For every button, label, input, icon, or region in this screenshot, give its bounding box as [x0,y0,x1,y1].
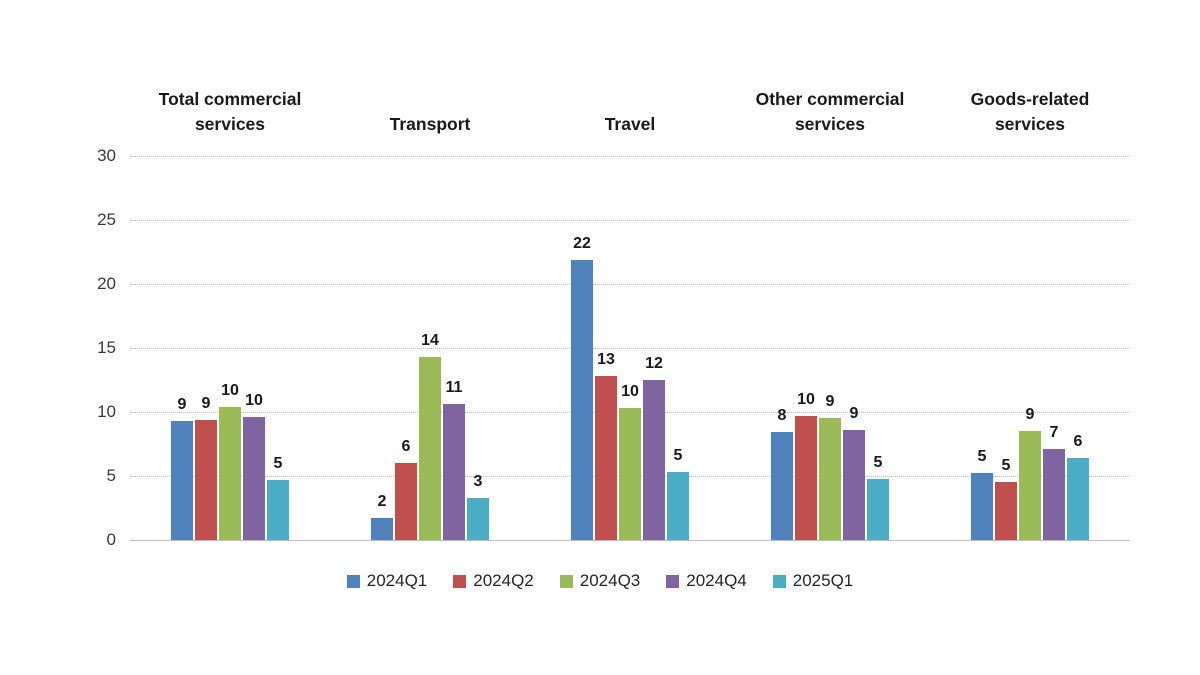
bar-2024Q4-cat3: 9 [843,405,865,540]
bar-2024Q2-cat3: 10 [795,391,817,540]
bar-2024Q1-cat2: 22 [571,235,593,540]
y-tick-label-30: 30 [97,146,116,165]
category-title-text: Transport [389,113,471,134]
bar-value-label: 6 [1073,433,1083,451]
bar-value-label: 9 [849,404,859,422]
bar-2024Q3-cat3: 9 [819,393,841,540]
bar-value-label: 2 [377,493,387,511]
category-titles: Total commercial services Transport Travel… [130,72,1130,136]
bar-value-label: 5 [873,453,883,471]
gridline-20 [130,284,1130,285]
bar-value-label: 8 [777,407,787,425]
bar-value-label: 9 [177,395,187,413]
legend-label: 2024Q4 [686,571,747,590]
bar-2024Q3-cat0: 10 [219,382,241,540]
gridline-25 [130,220,1130,221]
category-title-1: Transport [330,72,530,136]
y-tick-label-15: 15 [97,338,116,357]
bar-2025Q1-cat4: 6 [1067,433,1089,540]
category-title-text: Other commercial services [755,89,905,134]
bar-2024Q4-cat1: 11 [443,379,465,540]
bar-value-label: 3 [473,472,483,490]
legend-item-2024Q1: 2024Q1 [346,571,428,591]
bar-2024Q1-cat1: 2 [371,493,393,540]
bar-2024Q3-cat2: 10 [619,383,641,540]
bar-2024Q4-cat2: 12 [643,355,665,540]
bar-2024Q3-cat4: 9 [1019,406,1041,540]
y-tick-label-25: 25 [97,210,116,229]
bar-2024Q1-cat3: 8 [771,407,793,540]
y-tick-label-10: 10 [97,402,116,421]
legend: 2024Q1 2024Q2 2024Q3 2024Q4 2025Q1 [0,571,1200,591]
bar-2025Q1-cat3: 5 [867,454,889,540]
category-title-text: Travel [604,113,656,134]
legend-label: 2024Q2 [473,571,534,590]
bar-2024Q3-cat1: 14 [419,332,441,540]
bar-value-label: 5 [1001,457,1011,475]
bar-group-2: 22 13 10 12 5 [530,156,730,540]
category-title-2: Travel [530,72,730,136]
bar-value-label: 12 [645,355,663,372]
bar-2024Q4-cat4: 7 [1043,424,1065,540]
legend-swatch-icon [453,574,467,588]
category-title-text: Goods-related services [970,89,1090,134]
bar-2024Q1-cat4: 5 [971,448,993,540]
y-tick-label-20: 20 [97,274,116,293]
legend-label: 2024Q1 [366,571,428,590]
bar-value-label: 10 [797,390,815,408]
gridline-30 [130,156,1130,157]
bar-value-label: 9 [201,394,211,412]
legend-swatch-icon [559,574,573,588]
bar-2024Q1-cat0: 9 [171,396,193,540]
legend-swatch-icon [666,574,680,588]
bar-2024Q2-cat2: 13 [595,351,617,540]
y-tick-label-0: 0 [106,530,116,549]
bar-group-0: 9 9 10 10 5 [130,156,330,540]
legend-item-2024Q3: 2024Q3 [559,571,641,591]
bar-group-1: 2 6 14 11 3 [330,156,530,540]
bar-value-label: 9 [1025,406,1035,424]
legend-label: 2024Q3 [579,571,641,590]
bar-2025Q1-cat1: 3 [467,473,489,540]
bar-value-label: 5 [977,448,987,466]
legend-item-2025Q1: 2025Q1 [772,571,854,591]
bar-value-label: 13 [597,351,615,369]
gridline-0 [130,540,1130,541]
bar-value-label: 14 [421,331,439,349]
legend-item-2024Q2: 2024Q2 [453,571,534,591]
bar-2024Q2-cat0: 9 [195,395,217,540]
legend-swatch-icon [772,574,786,588]
bar-group-3: 8 10 9 9 5 [730,156,930,540]
y-tick-label-5: 5 [106,466,116,485]
plot-area: 0 5 10 15 20 25 30 9 9 10 10 5 2 6 14 11 3 22 13 10 12 5 8 10 9 9… [97,146,1130,549]
bar-value-label: 10 [221,381,239,399]
bar-value-label: 5 [273,454,283,472]
legend-swatch-icon [346,574,360,588]
bar-2024Q2-cat1: 6 [395,438,417,540]
bar-value-label: 7 [1049,424,1059,442]
bar-2025Q1-cat0: 5 [267,455,289,540]
bar-2024Q4-cat0: 10 [243,392,265,540]
bar-2024Q2-cat4: 5 [995,457,1017,540]
bar-value-label: 5 [673,447,683,465]
category-title-text: Total commercial services [158,89,302,134]
bar-2025Q1-cat2: 5 [667,447,689,540]
category-title-0: Total commercial services [130,72,330,136]
category-title-4: Goods-related services [930,72,1130,136]
bar-value-label: 9 [825,393,835,411]
bar-value-label: 6 [401,438,411,456]
bar-value-label: 22 [573,234,591,252]
bar-value-label: 11 [445,379,463,397]
bar-value-label: 10 [621,383,639,401]
bar-value-label: 10 [245,392,263,410]
legend-item-2024Q4: 2024Q4 [666,571,747,591]
legend-label: 2025Q1 [792,571,854,590]
gridline-15 [130,348,1130,349]
category-title-3: Other commercial services [730,72,930,136]
